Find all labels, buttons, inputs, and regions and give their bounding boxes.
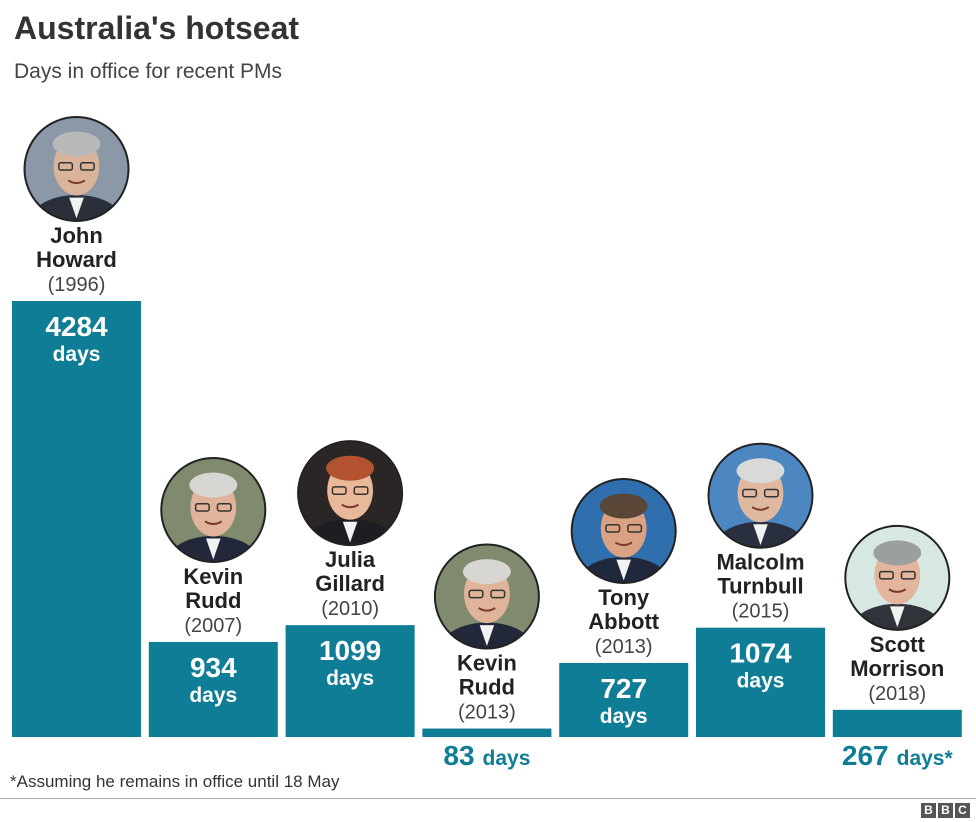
bar-value-label: 934	[190, 652, 237, 683]
pm-first-name: John	[50, 223, 103, 248]
bbc-logo-letter: B	[921, 803, 936, 818]
footer-divider	[0, 798, 976, 799]
bar	[696, 627, 825, 737]
bar	[12, 301, 141, 737]
bbc-logo: B B C	[921, 803, 970, 818]
bar-unit-label: days	[737, 670, 785, 693]
chart-title: Australia's hotseat	[14, 10, 300, 46]
bar-value-label: 83 days	[443, 740, 530, 771]
chart-subtitle: Days in office for recent PMs	[14, 60, 283, 83]
pm-last-name: Abbott	[588, 609, 660, 634]
pm-first-name: Malcolm	[716, 550, 804, 575]
tony-abbott-portrait	[570, 478, 677, 585]
pm-last-name: Rudd	[185, 588, 241, 613]
bar-value-label: 727	[600, 673, 647, 704]
bar-unit-label: days	[189, 684, 237, 707]
bbc-logo-letter: B	[938, 803, 953, 818]
kevin-rudd-portrait	[160, 456, 267, 563]
bar	[559, 663, 689, 737]
bar-unit-label: days	[53, 343, 101, 366]
malcolm-turnbull-portrait	[707, 442, 814, 549]
bar-chart: 4284daysJohnHoward(1996)934daysKevinRudd…	[12, 116, 962, 771]
pm-last-name: Gillard	[315, 571, 385, 596]
bar-unit-label: days	[483, 747, 531, 770]
bar	[148, 641, 278, 737]
pm-start-year: (2013)	[458, 702, 516, 724]
bar-value-number: 83	[443, 740, 474, 771]
bar-value-number: 267	[842, 740, 889, 771]
bar-unit-label: days	[600, 705, 648, 728]
pm-last-name: Rudd	[459, 675, 515, 700]
pm-first-name: Tony	[598, 585, 650, 610]
bar-value-label: 4284	[45, 311, 108, 342]
bbc-logo-letter: C	[955, 803, 970, 818]
pm-first-name: Kevin	[457, 651, 517, 676]
pm-start-year: (2018)	[868, 683, 926, 705]
kevin-rudd-portrait	[433, 543, 540, 650]
bar-unit-label: days*	[897, 747, 954, 770]
pm-first-name: Kevin	[183, 564, 243, 589]
pm-last-name: Morrison	[850, 656, 944, 681]
bar-unit-label: days	[326, 667, 374, 690]
pm-start-year: (2013)	[595, 636, 653, 658]
john-howard-portrait	[23, 116, 130, 222]
bar-value-label: 1099	[319, 635, 381, 666]
pm-start-year: (2010)	[321, 598, 379, 620]
pm-start-year: (2015)	[732, 601, 790, 623]
bar-value-label: 267 days*	[842, 740, 954, 771]
footnote: *Assuming he remains in office until 18 …	[10, 772, 340, 791]
scott-morrison-portrait	[844, 524, 951, 631]
pm-last-name: Howard	[36, 247, 117, 272]
pm-start-year: (2007)	[184, 615, 242, 637]
pm-start-year: (1996)	[48, 274, 106, 296]
bar	[422, 728, 552, 737]
pm-last-name: Turnbull	[717, 574, 803, 599]
bar	[832, 709, 962, 737]
julia-gillard-portrait	[297, 440, 404, 547]
bar-value-label: 1074	[729, 638, 792, 669]
pm-first-name: Scott	[870, 632, 926, 657]
bar	[285, 625, 415, 737]
pm-first-name: Julia	[325, 547, 376, 572]
